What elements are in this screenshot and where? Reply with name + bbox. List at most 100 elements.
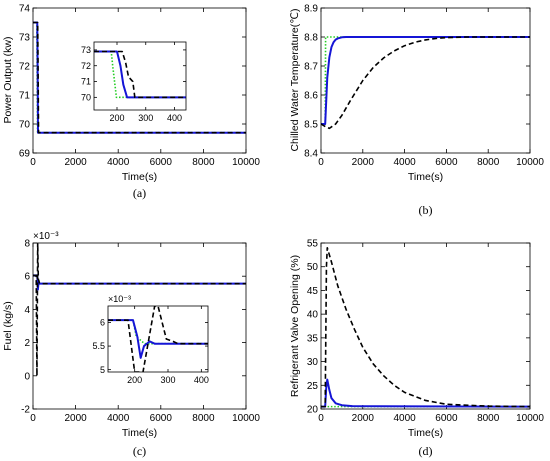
- panel-b-xtick-label: 8000: [477, 157, 500, 168]
- panel-c-axes-frame: [32, 242, 247, 410]
- panel-b: 0 2000 4000 6000 8000 10000 8.4 8.5 8.6 8.7 8.8 8.9…: [289, 4, 544, 218]
- panel-b-xtick-label: 2000: [352, 157, 375, 168]
- panel-d-xtick-label: 2000: [352, 413, 375, 424]
- panel-b-ytick-label: 8.5: [304, 120, 318, 131]
- panel-c-xtick-label: 2000: [64, 413, 87, 424]
- panel-a-inset-ytick-label: 70: [81, 92, 91, 102]
- panel-b-xtick-label: 10000: [516, 157, 544, 168]
- panel-a-ytick-label: 72: [19, 62, 31, 73]
- panel-c-inset-background: [108, 306, 208, 372]
- panel-c-ytick-label: -2: [21, 405, 30, 416]
- panel-c-inset-xtick-label: 400: [194, 375, 209, 385]
- panel-d-ytick-label: 55: [307, 239, 319, 250]
- panel-b-series-blue-solid: [321, 36, 530, 125]
- panel-c-ylabel: Fuel (kg/s): [2, 301, 14, 351]
- panel-b-plot: 0 2000 4000 6000 8000 10000 8.4 8.5 8.6 8.7 8.8 8.9: [304, 4, 544, 169]
- panel-b-ytick-label: 8.8: [304, 33, 318, 44]
- panel-c-xtick-label: 4000: [107, 413, 130, 424]
- panel-a-inset-series-black-dashed: [94, 50, 186, 99]
- panel-a: 0 2000 4000 6000 8000 10000 69 70 71 72 73 74 Time(…: [2, 4, 260, 201]
- panel-c-inset-series-group: [108, 306, 208, 372]
- panel-a-inset-ytick-label: 71: [81, 77, 91, 87]
- panel-a-inset-background: [94, 42, 186, 110]
- panel-a-xtick-label: 0: [30, 157, 36, 168]
- panel-c-ytick-label: 6: [24, 272, 30, 283]
- panel-b-series-green-dotted: [321, 36, 530, 125]
- panel-a-series-group: [33, 21, 246, 134]
- panel-a-xtick-label: 4000: [107, 157, 130, 168]
- panel-d-ytick-label: 30: [307, 357, 319, 368]
- panel-a-inset-ytick-label: 72: [81, 61, 91, 71]
- panel-d: 0 2000 4000 6000 8000 10000 20 25 30 35 40 45 50 55 T…: [289, 239, 544, 459]
- panel-a-ytick-label: 71: [19, 91, 31, 102]
- panel-c-ytick-label: 2: [24, 338, 30, 349]
- panel-c-inset-ytick-label: 5.5: [92, 341, 105, 351]
- panel-b-xtick-label: 0: [318, 157, 324, 168]
- panel-c-xtick-label: 6000: [150, 413, 173, 424]
- panel-c-series-blue-solid: [33, 274, 246, 291]
- panel-c-ytick-label: 0: [24, 371, 30, 382]
- panel-c-inset-xtick-label: 200: [127, 375, 142, 385]
- panel-a-inset-xtick-label: 400: [167, 113, 182, 123]
- panel-d-series-black-dashed: [321, 246, 530, 408]
- panel-d-axes-frame: [320, 242, 531, 410]
- panel-d-xtick-label: 6000: [435, 413, 458, 424]
- panel-d-ytick-label: 25: [307, 381, 319, 392]
- panel-a-xlabel: Time(s): [122, 171, 157, 183]
- panel-a-ytick-label: 70: [19, 120, 31, 131]
- panel-c-series-black-dashed: [33, 243, 246, 377]
- panel-d-ytick-label: 35: [307, 333, 319, 344]
- panel-c-inset-plot: 200 300 400 5 5.5 6: [92, 306, 209, 385]
- panel-a-xtick-label: 10000: [232, 157, 260, 168]
- panel-b-ylabel: Chilled Water Temperature(℃): [289, 8, 301, 151]
- panel-a-series-black-dashed: [33, 21, 246, 134]
- panel-c-series-group: [33, 243, 246, 377]
- panel-c-series-green-dotted: [33, 274, 246, 285]
- panel-d-ytick-label: 45: [307, 286, 319, 297]
- panel-d-plot: 0 2000 4000 6000 8000 10000 20 25 30 35 40 45 50 55: [307, 239, 544, 425]
- panel-c-inset-xtick-label: 300: [160, 375, 175, 385]
- panel-a-inset-series-group: [94, 50, 186, 99]
- panel-b-label: (b): [419, 203, 433, 217]
- panel-c-xtick-label: 0: [30, 413, 36, 424]
- panel-d-xtick-label: 4000: [393, 413, 416, 424]
- panel-b-ytick-label: 8.6: [304, 91, 318, 102]
- panel-c-xlabel: Time(s): [122, 427, 157, 439]
- panel-d-xtick-label: 0: [318, 413, 324, 424]
- panel-d-ytick-label: 40: [307, 310, 319, 321]
- panel-c-label: (c): [133, 444, 146, 458]
- panel-d-xtick-label: 10000: [516, 413, 544, 424]
- panel-c-inset-ytick-label: 6: [100, 318, 105, 328]
- panel-a-xtick-label: 2000: [64, 157, 87, 168]
- panel-d-series-group: [321, 246, 530, 408]
- panel-d-label: (d): [419, 444, 433, 458]
- panel-a-inset-ytick-label: 73: [81, 45, 91, 55]
- panel-c-inset-series-black-dashed: [108, 306, 208, 372]
- panel-d-xlabel: Time(s): [408, 427, 443, 439]
- panel-b-ytick-label: 8.7: [304, 62, 318, 73]
- panel-a-ytick-label: 73: [19, 33, 31, 44]
- panel-c-ytick-label: 4: [24, 305, 30, 316]
- panel-b-series-black-dashed: [321, 36, 530, 130]
- panel-a-ytick-label: 69: [19, 149, 31, 160]
- panel-c-ytick-label: 8: [24, 239, 30, 250]
- panel-a-inset-xtick-label: 200: [109, 113, 124, 123]
- panel-d-ytick-label: 50: [307, 262, 319, 273]
- panel-a-axes-frame: [32, 7, 247, 154]
- panel-a-inset-xtick-label: 300: [138, 113, 153, 123]
- panel-c-inset-frame: [107, 305, 209, 373]
- panel-a-inset-frame: [93, 41, 187, 111]
- panel-b-series-group: [321, 36, 530, 130]
- panel-a-ylabel: Power Output (kw): [2, 37, 14, 124]
- panel-a-ytick-label: 74: [19, 4, 31, 15]
- panel-a-label: (a): [133, 186, 146, 200]
- panel-a-plot: 0 2000 4000 6000 8000 10000 69 70 71 72 73 74: [19, 4, 260, 169]
- panel-d-xtick-label: 8000: [477, 413, 500, 424]
- panel-d-series-blue-solid: [321, 378, 530, 408]
- panel-c-xtick-label: 10000: [232, 413, 260, 424]
- panel-b-ytick-label: 8.4: [304, 149, 318, 160]
- panel-c-inset-series-blue-solid: [108, 319, 208, 359]
- panel-d-ylabel: Refrigerant Valve Opening (%): [289, 255, 301, 397]
- panel-b-ytick-label: 8.9: [304, 4, 318, 15]
